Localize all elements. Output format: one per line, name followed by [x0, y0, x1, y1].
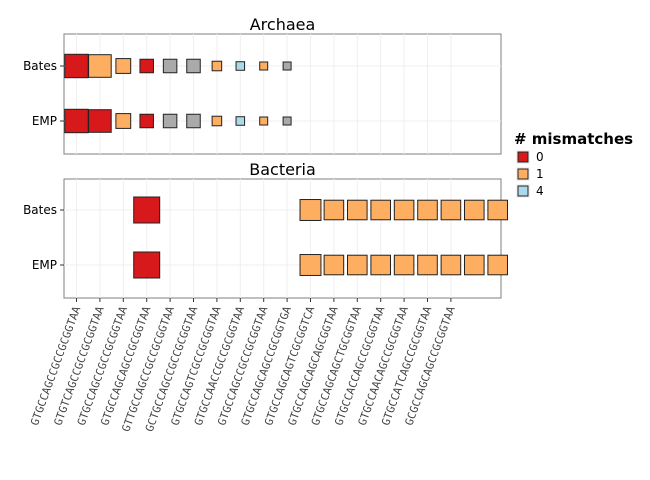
data-point	[323, 254, 345, 276]
data-point	[115, 113, 132, 129]
legend-label: 4	[536, 184, 544, 198]
legend-label: 1	[536, 167, 544, 181]
data-point	[186, 113, 201, 129]
panels-layer: Archaea Bates EMP Bacteria Bates EMP	[23, 15, 508, 299]
y-tick-label: Bates	[23, 203, 57, 217]
data-point	[370, 199, 391, 221]
data-point	[440, 199, 462, 221]
panel-bacteria: Bacteria Bates EMP	[23, 160, 508, 299]
data-point	[211, 115, 223, 127]
data-point	[259, 61, 269, 71]
data-point	[393, 199, 415, 221]
data-point	[162, 58, 178, 74]
legend-key-swatch	[517, 151, 529, 163]
data-point	[211, 60, 223, 72]
data-point	[133, 251, 161, 279]
legend-label: 0	[536, 150, 544, 164]
panel-archaea: Archaea Bates EMP	[23, 15, 502, 155]
data-point	[282, 61, 292, 71]
data-point	[323, 199, 345, 221]
legend-key-swatch	[517, 168, 529, 180]
data-point	[487, 254, 508, 276]
data-point	[64, 108, 89, 134]
legend: # mismatches 0 1 4	[514, 130, 633, 198]
facet-title: Archaea	[250, 15, 316, 34]
data-point	[299, 199, 322, 221]
data-point	[139, 113, 154, 129]
panel-border	[63, 178, 502, 299]
data-point	[162, 113, 178, 129]
data-point	[347, 199, 368, 221]
data-point	[115, 58, 132, 74]
data-point	[259, 116, 269, 126]
data-point	[370, 254, 391, 276]
data-point	[417, 254, 438, 276]
data-point	[133, 196, 161, 224]
data-point	[299, 254, 322, 276]
data-point	[417, 199, 438, 221]
data-point	[347, 254, 368, 276]
data-point	[186, 58, 201, 74]
data-point	[235, 61, 246, 71]
data-point	[235, 116, 246, 126]
x-axis: GTGCCAGCCGCCGCGGTAAGTGTCAGCCGCCGCGGTAAGT…	[28, 298, 458, 433]
data-point	[393, 254, 415, 276]
y-tick-label: Bates	[23, 59, 57, 73]
y-tick-label: EMP	[32, 258, 57, 272]
data-point	[487, 199, 508, 221]
data-point	[64, 53, 89, 79]
legend-title: # mismatches	[514, 130, 633, 148]
data-point	[464, 254, 485, 276]
data-point	[464, 199, 485, 221]
legend-key-swatch	[517, 185, 529, 197]
data-point	[88, 54, 112, 78]
panel-border	[63, 33, 502, 155]
data-point	[282, 116, 292, 126]
y-tick-label: EMP	[32, 114, 57, 128]
facet-title: Bacteria	[249, 160, 316, 179]
data-point	[440, 254, 462, 276]
data-point	[88, 109, 112, 133]
data-point	[139, 58, 154, 74]
